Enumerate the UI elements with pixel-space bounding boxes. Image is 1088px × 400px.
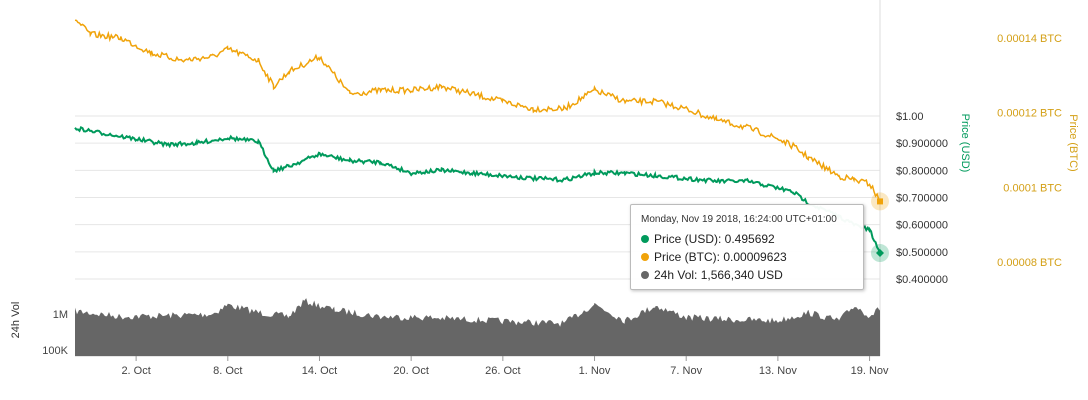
x-tick-label: 20. Oct bbox=[393, 365, 428, 377]
usd-tick-label: $0.700000 bbox=[896, 193, 948, 205]
hover-tooltip: Monday, Nov 19 2018, 16:24:00 UTC+01:00 … bbox=[630, 204, 864, 290]
usd-axis-title: Price (USD) bbox=[959, 114, 971, 173]
x-tick-label: 1. Nov bbox=[579, 365, 611, 377]
volume-area bbox=[75, 298, 880, 356]
btc-axis-title: Price (BTC) bbox=[1067, 114, 1079, 171]
btc-tick-label: 0.00014 BTC bbox=[997, 33, 1062, 45]
tooltip-btc: Price (BTC): 0.00009623 bbox=[654, 250, 787, 264]
x-tick-label: 14. Oct bbox=[302, 365, 337, 377]
btc-tick-label: 0.00008 BTC bbox=[997, 257, 1062, 269]
usd-tick-label: $0.500000 bbox=[896, 247, 948, 259]
usd-tick-label: $0.400000 bbox=[896, 274, 948, 286]
volume-tick-label: 100K bbox=[42, 345, 68, 357]
btc-price-line bbox=[74, 19, 881, 202]
hover-markers bbox=[871, 192, 889, 263]
btc-dot-icon bbox=[641, 253, 649, 261]
tooltip-usd: Price (USD): 0.495692 bbox=[654, 232, 775, 246]
vol-dot-icon bbox=[641, 271, 649, 279]
usd-price-line bbox=[74, 126, 881, 254]
btc-axis-ticks: 0.00014 BTC 0.00012 BTC 0.0001 BTC 0.00008 … bbox=[997, 33, 1062, 269]
tooltip-vol: 24h Vol: 1,566,340 USD bbox=[654, 268, 783, 282]
usd-line bbox=[74, 126, 881, 254]
volume-area-fill bbox=[75, 298, 880, 356]
usd-tick-label: $0.800000 bbox=[896, 165, 948, 177]
btc-tick-label: 0.0001 BTC bbox=[1003, 182, 1062, 194]
tooltip-vol-row: 24h Vol: 1,566,340 USD bbox=[641, 268, 783, 282]
usd-tick-label: $0.600000 bbox=[896, 220, 948, 232]
x-tick-label: 13. Nov bbox=[759, 365, 797, 377]
volume-axis-title: 24h Vol bbox=[10, 302, 22, 339]
x-tick-label: 19. Nov bbox=[851, 365, 889, 377]
tooltip-btc-row: Price (BTC): 0.00009623 bbox=[641, 250, 787, 264]
x-axis-ticks: 2. Oct 8. Oct 14. Oct 20. Oct 26. Oct 1. Nov 7… bbox=[121, 356, 889, 377]
usd-dot-icon bbox=[641, 235, 649, 243]
usd-hover-marker bbox=[876, 249, 884, 258]
btc-tick-label: 0.00012 BTC bbox=[997, 108, 1062, 120]
x-tick-label: 7. Nov bbox=[670, 365, 702, 377]
btc-hover-marker bbox=[877, 198, 883, 205]
usd-tick-label: $0.900000 bbox=[896, 138, 948, 150]
x-tick-label: 26. Oct bbox=[485, 365, 520, 377]
grid-lines bbox=[75, 0, 881, 357]
usd-tick-label: $1.00 bbox=[896, 111, 924, 123]
x-tick-label: 8. Oct bbox=[213, 365, 242, 377]
usd-axis-ticks: $1.00 $0.900000 $0.800000 $0.700000 $0.60000… bbox=[896, 111, 948, 286]
btc-line bbox=[74, 19, 881, 202]
volume-axis-ticks: 1M 100K bbox=[42, 309, 68, 357]
volume-tick-label: 1M bbox=[53, 309, 68, 321]
x-tick-label: 2. Oct bbox=[121, 365, 150, 377]
tooltip-date: Monday, Nov 19 2018, 16:24:00 UTC+01:00 bbox=[641, 214, 837, 225]
tooltip-usd-row: Price (USD): 0.495692 bbox=[641, 232, 775, 246]
